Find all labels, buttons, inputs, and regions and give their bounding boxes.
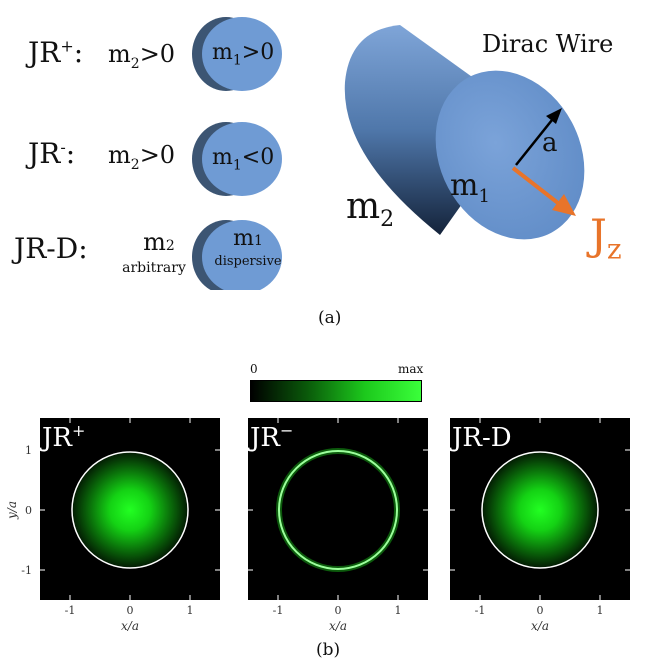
- current-subscript: z: [606, 232, 622, 266]
- m2-condition-1: m2>0: [108, 40, 175, 72]
- m1-condition-2: m1<0: [212, 145, 274, 173]
- m1-condition-3: m1 dispersive: [208, 226, 288, 270]
- m2-symbol: m: [108, 141, 131, 169]
- m2-relation: >0: [139, 141, 176, 169]
- current-label: Jz: [590, 210, 622, 265]
- wire-boundary: [481, 451, 599, 569]
- disk-2: [192, 122, 282, 196]
- y-tick-label: 1: [25, 444, 32, 457]
- caption-b: (b): [316, 640, 341, 660]
- m1-symbol: m: [233, 226, 254, 251]
- x-axis-label: x/a: [531, 619, 549, 633]
- x-axis-label: x/a: [329, 619, 347, 633]
- disk-stack: [192, 17, 282, 290]
- y-tick-label: -1: [21, 564, 32, 577]
- dirac-wire-diagram: [344, 25, 585, 240]
- m1-note: dispersive: [214, 254, 282, 269]
- density-panels: JR+ -1 0 1 x/a 1 0 -1 y/a JR−: [5, 418, 630, 633]
- inner-mass-symbol: m: [450, 168, 479, 203]
- m1-symbol: m: [212, 145, 233, 170]
- colorbar-min-label: 0: [250, 362, 258, 376]
- m2-symbol: m: [143, 228, 166, 256]
- x-tick-label: 0: [335, 604, 342, 617]
- radius-arrow: [515, 108, 562, 166]
- m2-condition-2: m2>0: [108, 141, 175, 173]
- row-label-jr-minus: JR-:: [28, 137, 76, 170]
- disk-1: [192, 17, 282, 91]
- radius-label: a: [542, 128, 558, 158]
- y-tick-label: 0: [25, 504, 32, 517]
- row-label-jr-plus: JR+:: [28, 36, 84, 69]
- outer-mass-subscript: 2: [380, 207, 395, 233]
- panel-jr-minus: JR− -1 0 1 x/a: [247, 418, 428, 633]
- m1-subscript: 1: [253, 233, 263, 249]
- tick-marks: [248, 418, 428, 600]
- row-label-text: JR: [28, 137, 61, 170]
- row-label-text: JR: [28, 36, 61, 69]
- m2-note: arbitrary: [122, 260, 186, 276]
- colorbar: [250, 380, 422, 402]
- m1-relation: <0: [241, 145, 275, 170]
- x-tick-label: 1: [187, 604, 194, 617]
- tick-marks: [40, 418, 220, 600]
- outer-mass-label: m2: [346, 186, 394, 232]
- panel-title-jr-minus: JR−: [247, 421, 293, 453]
- tick-marks: [450, 418, 630, 600]
- m1-relation: >0: [241, 40, 275, 65]
- wire-cylinder: [344, 25, 585, 240]
- m2-symbol: m: [108, 40, 131, 68]
- x-tick-label: 0: [127, 604, 134, 617]
- wire-title: Dirac Wire: [482, 30, 614, 58]
- panel-jr-d: JR-D -1 0 1 x/a: [449, 418, 630, 633]
- row-label-sup: +: [60, 36, 74, 56]
- m1-condition-1: m1>0: [212, 40, 274, 68]
- m2-subscript: 2: [130, 156, 140, 173]
- m1-subscript: 1: [232, 157, 242, 174]
- inner-mass-subscript: 1: [478, 186, 490, 207]
- density-blob: [482, 452, 598, 568]
- x-tick-label: -1: [475, 604, 486, 617]
- inner-mass-label: m1: [450, 168, 490, 207]
- disk-3: [192, 220, 282, 290]
- wire-boundary: [71, 451, 189, 569]
- x-tick-label: 1: [395, 604, 402, 617]
- m2-subscript: 2: [165, 238, 175, 254]
- row-label-sup: -: [60, 137, 66, 157]
- panel-title-jr-plus: JR+: [39, 421, 85, 453]
- caption-a: (a): [318, 308, 342, 328]
- x-axis-label: x/a: [121, 619, 139, 633]
- m2-subscript: 2: [130, 55, 140, 72]
- outer-mass-symbol: m: [346, 186, 381, 227]
- m2-relation: >0: [139, 40, 176, 68]
- m2-condition-3: m2 arbitrary: [122, 228, 190, 276]
- current-symbol: J: [590, 210, 607, 259]
- x-tick-label: 1: [597, 604, 604, 617]
- x-tick-label: -1: [273, 604, 284, 617]
- row-label-jr-d: JR-D:: [14, 232, 88, 265]
- y-axis-label: y/a: [5, 501, 19, 520]
- panel-jr-plus: JR+ -1 0 1 x/a 1 0 -1 y/a: [5, 418, 220, 633]
- x-tick-label: 0: [537, 604, 544, 617]
- panel-title-jr-d: JR-D: [449, 423, 512, 453]
- density-ring: [278, 450, 398, 570]
- density-blob: [72, 452, 188, 568]
- colorbar-max-label: max: [398, 362, 424, 376]
- x-tick-label: -1: [65, 604, 76, 617]
- m1-subscript: 1: [232, 52, 242, 69]
- m1-symbol: m: [212, 40, 233, 65]
- current-arrow: [511, 166, 576, 216]
- row-label-text: JR-D: [14, 232, 79, 265]
